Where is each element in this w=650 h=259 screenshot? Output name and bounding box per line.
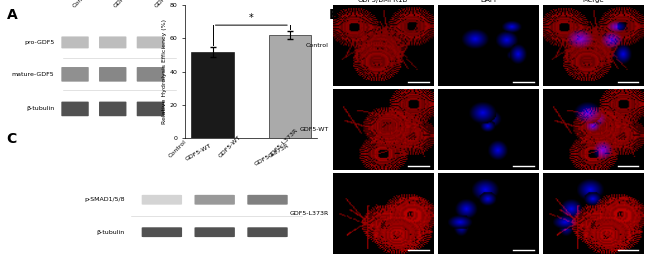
Title: DAPI: DAPI <box>480 0 496 3</box>
Text: β-tubulin: β-tubulin <box>96 230 125 235</box>
Text: C: C <box>6 132 17 146</box>
Text: β-tubulin: β-tubulin <box>26 106 55 111</box>
Bar <box>191 52 234 138</box>
Title: GDF5/BMPR1B: GDF5/BMPR1B <box>358 0 408 3</box>
FancyBboxPatch shape <box>99 37 127 48</box>
Text: Control: Control <box>72 0 91 9</box>
Text: Control: Control <box>168 139 188 159</box>
Text: *: * <box>249 13 254 23</box>
FancyBboxPatch shape <box>136 67 164 82</box>
Bar <box>268 35 311 138</box>
Text: mature-GDF5: mature-GDF5 <box>12 72 55 77</box>
Text: GDF5-WT: GDF5-WT <box>112 0 137 9</box>
FancyBboxPatch shape <box>61 67 89 82</box>
Text: p-SMAD1/5/8: p-SMAD1/5/8 <box>84 197 125 202</box>
Y-axis label: Relative Hydrolysis Efficiency (%): Relative Hydrolysis Efficiency (%) <box>162 19 167 124</box>
FancyBboxPatch shape <box>194 195 235 205</box>
FancyBboxPatch shape <box>136 37 164 48</box>
Y-axis label: GDF5-L373R: GDF5-L373R <box>289 211 329 216</box>
Text: GDF5-WT: GDF5-WT <box>218 134 242 159</box>
Y-axis label: GDF5-WT: GDF5-WT <box>300 127 329 132</box>
Text: GDF5-L373R: GDF5-L373R <box>268 127 299 159</box>
Text: B: B <box>328 8 339 22</box>
FancyBboxPatch shape <box>142 195 182 205</box>
Text: GDF5-L373R: GDF5-L373R <box>154 0 185 9</box>
Title: Merge: Merge <box>582 0 604 3</box>
FancyBboxPatch shape <box>194 227 235 237</box>
FancyBboxPatch shape <box>99 67 127 82</box>
Text: pro-GDF5: pro-GDF5 <box>24 40 55 45</box>
FancyBboxPatch shape <box>61 37 89 48</box>
FancyBboxPatch shape <box>247 227 288 237</box>
FancyBboxPatch shape <box>142 227 182 237</box>
FancyBboxPatch shape <box>247 195 288 205</box>
FancyBboxPatch shape <box>61 102 89 116</box>
FancyBboxPatch shape <box>136 102 164 116</box>
Text: A: A <box>6 8 18 22</box>
FancyBboxPatch shape <box>99 102 127 116</box>
Y-axis label: Control: Control <box>306 43 329 48</box>
